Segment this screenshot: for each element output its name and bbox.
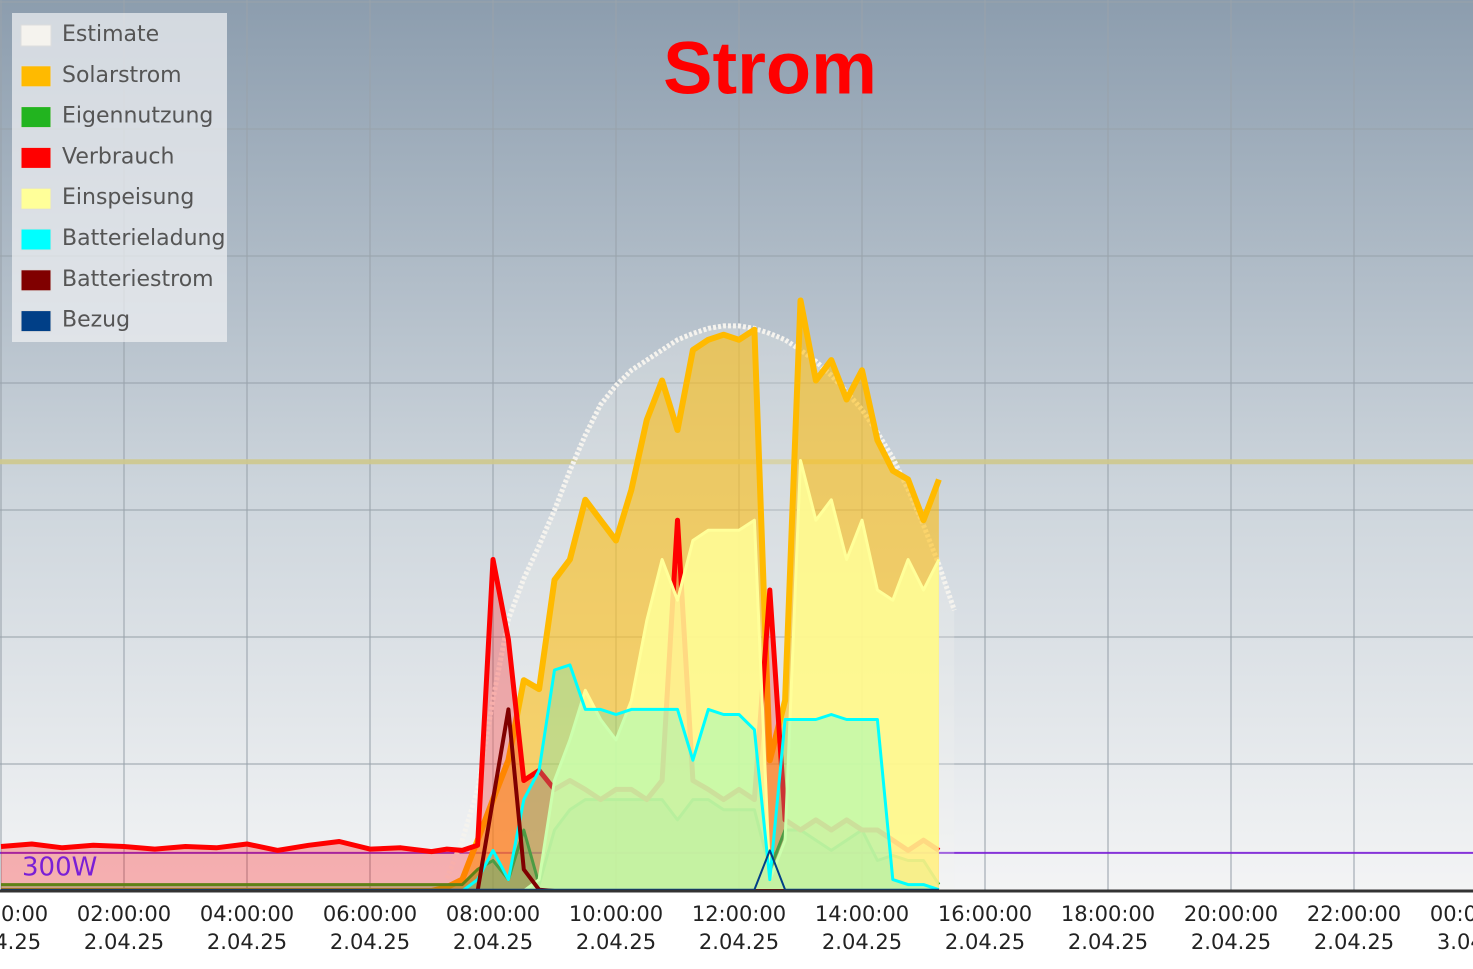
x-tick-label: 02:00:00 (77, 902, 171, 926)
x-tick-date: 2.04.25 (576, 930, 656, 954)
area-fill (1, 664, 939, 891)
x-tick-date: 3.04.25 (1437, 930, 1473, 954)
x-tick-date: 2.04.25 (699, 930, 779, 954)
legend-label: Estimate (62, 22, 159, 47)
area-fill (1, 460, 939, 891)
legend-swatch (20, 269, 52, 292)
legend-swatch (20, 310, 52, 333)
x-tick-date: 2.04.25 (0, 930, 41, 954)
legend-label: Eigennutzung (62, 104, 213, 129)
legend-swatch (20, 187, 52, 210)
legend: Estimate Solarstrom Eigennutzung Verbrauch E… (12, 13, 227, 342)
x-tick-label: 00:00:00 (1430, 902, 1473, 926)
plot-area: 300W (0, 297, 1473, 892)
x-tick-label: 08:00:00 (446, 902, 540, 926)
legend-label: Einspeisung (62, 185, 194, 210)
x-tick-label: 18:00:00 (1061, 902, 1155, 926)
x-tick-date: 2.04.25 (822, 930, 902, 954)
legend-label: Batterieladung (62, 226, 225, 251)
reference-label: 300W (22, 852, 97, 882)
x-tick-label: 00:00:00 (0, 902, 48, 926)
x-tick-label: 10:00:00 (569, 902, 663, 926)
x-tick-label: 16:00:00 (938, 902, 1032, 926)
x-tick-date: 2.04.25 (1068, 930, 1148, 954)
legend-label: Bezug (62, 308, 130, 333)
legend-label: Solarstrom (62, 63, 182, 88)
legend-label: Verbrauch (62, 144, 174, 169)
x-tick-date: 2.04.25 (1314, 930, 1394, 954)
x-tick-date: 2.04.25 (84, 930, 164, 954)
x-tick-label: 20:00:00 (1184, 902, 1278, 926)
x-tick-date: 2.04.25 (207, 930, 287, 954)
x-tick-date: 2.04.25 (330, 930, 410, 954)
x-tick-label: 04:00:00 (200, 902, 294, 926)
x-tick-label: 12:00:00 (692, 902, 786, 926)
x-tick-label: 22:00:00 (1307, 902, 1401, 926)
legend-swatch (20, 146, 52, 169)
x-tick-label: 14:00:00 (815, 902, 909, 926)
legend-swatch (20, 106, 52, 129)
chart-title: Strom (663, 27, 877, 110)
x-axis: 00:00:00 2.04.25 02:00:00 2.04.25 04:00:00 2.… (0, 889, 1473, 954)
legend-label: Batteriestrom (62, 267, 214, 292)
x-tick-label: 06:00:00 (323, 902, 417, 926)
legend-swatch (20, 65, 52, 88)
legend-swatch (20, 228, 52, 251)
legend-swatch (20, 24, 52, 47)
x-tick-date: 2.04.25 (453, 930, 533, 954)
x-tick-date: 2.04.25 (945, 930, 1025, 954)
x-tick-date: 2.04.25 (1191, 930, 1271, 954)
